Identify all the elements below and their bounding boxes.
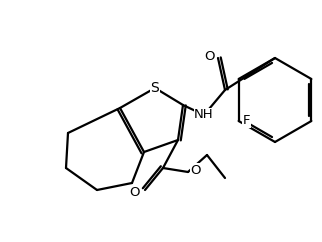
Text: S: S bbox=[151, 81, 159, 95]
Text: O: O bbox=[205, 50, 215, 62]
Text: F: F bbox=[243, 114, 251, 128]
Text: O: O bbox=[130, 187, 140, 199]
Text: NH: NH bbox=[194, 108, 214, 121]
Text: O: O bbox=[191, 164, 201, 176]
